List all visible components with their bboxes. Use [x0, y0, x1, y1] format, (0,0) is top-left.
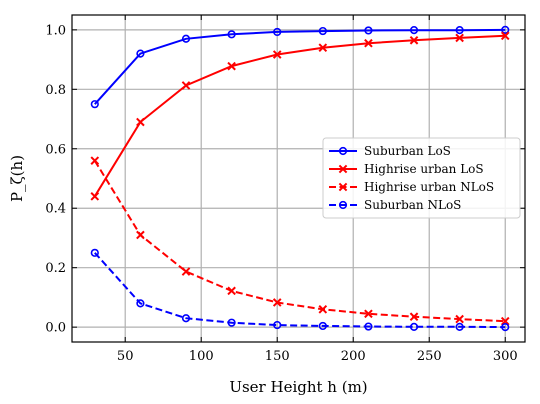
data-point: [90, 100, 99, 109]
series-layer: [90, 25, 510, 332]
x-tick-label: 100: [189, 349, 214, 364]
ticks: 50 100 150 200 250 300 0.0 0.2 0.4 0.6 0.8 1.0: [45, 15, 525, 364]
data-point: [364, 38, 373, 48]
legend-label: Highrise urban LoS: [364, 162, 484, 176]
y-tick-label: 0.8: [45, 83, 66, 98]
y-tick-label: 0.2: [45, 261, 66, 276]
data-point: [318, 304, 328, 314]
data-point: [90, 156, 100, 165]
x-tick-label: 250: [417, 349, 442, 364]
legend-label: Suburban NLoS: [364, 198, 461, 212]
data-point: [181, 314, 191, 323]
data-point: [409, 35, 419, 45]
data-point: [318, 43, 328, 53]
data-point: [364, 322, 373, 331]
data-point: [455, 26, 464, 35]
data-point: [501, 323, 510, 332]
x-axis-label: User Height h (m): [229, 378, 367, 396]
data-point: [227, 30, 236, 39]
data-point: [455, 322, 464, 331]
legend: Suburban LoS Highrise urban LoS Highrise u…: [322, 137, 521, 219]
legend-item: Suburban LoS: [329, 144, 451, 158]
data-point: [136, 299, 145, 308]
data-point: [227, 286, 236, 296]
series-line: [93, 160, 506, 323]
data-point: [181, 267, 191, 276]
data-point: [318, 321, 327, 331]
data-point: [136, 117, 145, 127]
legend-item: Highrise urban LoS: [329, 162, 484, 176]
data-point: [90, 192, 100, 201]
legend-item: Highrise urban NLoS: [329, 180, 494, 194]
series-suburban-los: [90, 25, 510, 109]
data-point: [364, 309, 373, 319]
data-point: [227, 61, 236, 71]
data-point: [338, 200, 348, 210]
data-point: [364, 26, 373, 35]
data-point: [136, 230, 145, 240]
series-highrise-urban-nlos: [90, 156, 510, 326]
data-point: [273, 320, 282, 330]
x-tick-label: 150: [265, 349, 290, 364]
series-highrise-urban-los: [90, 31, 510, 201]
legend-item: Suburban NLoS: [329, 198, 461, 212]
data-point: [227, 318, 236, 327]
data-point: [338, 146, 348, 156]
data-point: [409, 26, 419, 35]
legend-box: [322, 137, 521, 219]
data-point: [500, 316, 510, 326]
y-tick-label: 1.0: [45, 23, 66, 38]
data-point: [409, 312, 419, 322]
y-tick-label: 0.4: [45, 202, 66, 217]
data-point: [455, 314, 464, 324]
series-line: [93, 34, 506, 197]
data-point: [136, 49, 145, 58]
data-point: [338, 164, 348, 174]
series-suburban-nlos: [90, 248, 510, 332]
data-point: [500, 31, 510, 41]
data-point: [318, 26, 327, 36]
legend-label: Suburban LoS: [364, 144, 451, 158]
data-point: [455, 33, 464, 43]
data-point: [181, 81, 191, 90]
data-point: [272, 298, 282, 307]
series-line: [94, 252, 506, 329]
data-point: [272, 50, 282, 59]
x-tick-label: 200: [341, 349, 366, 364]
y-axis-label: P_ζ(h): [8, 155, 26, 202]
data-point: [90, 248, 99, 257]
data-point: [501, 25, 510, 34]
y-tick-label: 0.0: [45, 321, 66, 336]
x-tick-label: 50: [117, 349, 134, 364]
x-tick-label: 300: [493, 349, 518, 364]
data-point: [409, 322, 419, 331]
y-tick-label: 0.6: [45, 142, 66, 157]
data-point: [273, 27, 282, 37]
data-point: [181, 34, 191, 43]
data-point: [338, 182, 348, 192]
series-line: [94, 28, 506, 105]
plot-frame: [71, 14, 526, 343]
legend-label: Highrise urban NLoS: [364, 180, 494, 194]
